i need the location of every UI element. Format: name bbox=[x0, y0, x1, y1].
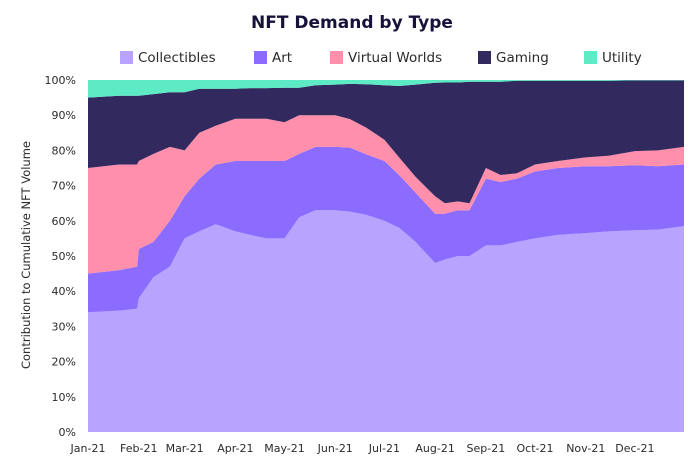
x-tick-label: Sep-21 bbox=[467, 442, 506, 455]
x-tick-label: Mar-21 bbox=[166, 442, 204, 455]
x-tick-label: Jul-21 bbox=[368, 442, 400, 455]
area-collectibles bbox=[88, 210, 684, 432]
legend-label: Virtual Worlds bbox=[348, 50, 442, 66]
legend-swatch bbox=[330, 51, 343, 64]
y-tick-label: 90% bbox=[52, 109, 76, 122]
x-tick-label: Jun-21 bbox=[317, 442, 353, 455]
x-tick-label: Apr-21 bbox=[217, 442, 253, 455]
y-tick-label: 80% bbox=[52, 144, 76, 157]
x-tick-label: May-21 bbox=[264, 442, 305, 455]
y-tick-label: 20% bbox=[52, 356, 76, 369]
x-tick-label: Dec-21 bbox=[615, 442, 654, 455]
chart-title: NFT Demand by Type bbox=[251, 13, 453, 33]
x-tick-label: Nov-21 bbox=[566, 442, 605, 455]
x-tick-label: Aug-21 bbox=[415, 442, 454, 455]
x-axis: Jan-21 Feb-21 Mar-21 Apr-21 May-21 Jun-21 Jul-… bbox=[70, 442, 655, 455]
legend-item-collectibles: Collectibles bbox=[120, 50, 216, 66]
legend-swatch bbox=[584, 51, 597, 64]
y-tick-label: 10% bbox=[52, 391, 76, 404]
y-axis: 0% 10% 20% 30% 40% 50% 60% 70% 80% 90% 100% bbox=[45, 74, 76, 439]
legend-item-virtual-worlds: Virtual Worlds bbox=[330, 50, 442, 66]
legend-label: Art bbox=[272, 50, 292, 66]
x-tick-label: Oct-21 bbox=[517, 442, 554, 455]
legend-item-utility: Utility bbox=[584, 50, 642, 66]
y-tick-label: 70% bbox=[52, 180, 76, 193]
x-tick-label: Feb-21 bbox=[120, 442, 157, 455]
legend-label: Gaming bbox=[496, 50, 549, 66]
legend-label: Collectibles bbox=[138, 50, 216, 66]
plot-area bbox=[88, 80, 684, 432]
y-tick-label: 0% bbox=[59, 426, 76, 439]
area-virtual-worlds bbox=[88, 115, 684, 274]
x-tick-label: Jan-21 bbox=[70, 442, 106, 455]
legend-swatch bbox=[254, 51, 267, 64]
y-axis-label: Contribution to Cumulative NFT Volume bbox=[19, 141, 33, 369]
y-tick-label: 60% bbox=[52, 215, 76, 228]
legend-label: Utility bbox=[602, 50, 642, 66]
area-art bbox=[88, 146, 684, 313]
y-tick-label: 30% bbox=[52, 320, 76, 333]
legend: Collectibles Art Virtual Worlds Gaming Utili… bbox=[120, 50, 642, 66]
legend-swatch bbox=[120, 51, 133, 64]
area-gaming bbox=[88, 80, 684, 204]
y-tick-label: 100% bbox=[45, 74, 76, 87]
area-utility bbox=[88, 80, 684, 98]
legend-swatch bbox=[478, 51, 491, 64]
legend-item-gaming: Gaming bbox=[478, 50, 549, 66]
y-tick-label: 40% bbox=[52, 285, 76, 298]
legend-item-art: Art bbox=[254, 50, 292, 66]
y-tick-label: 50% bbox=[52, 250, 76, 263]
